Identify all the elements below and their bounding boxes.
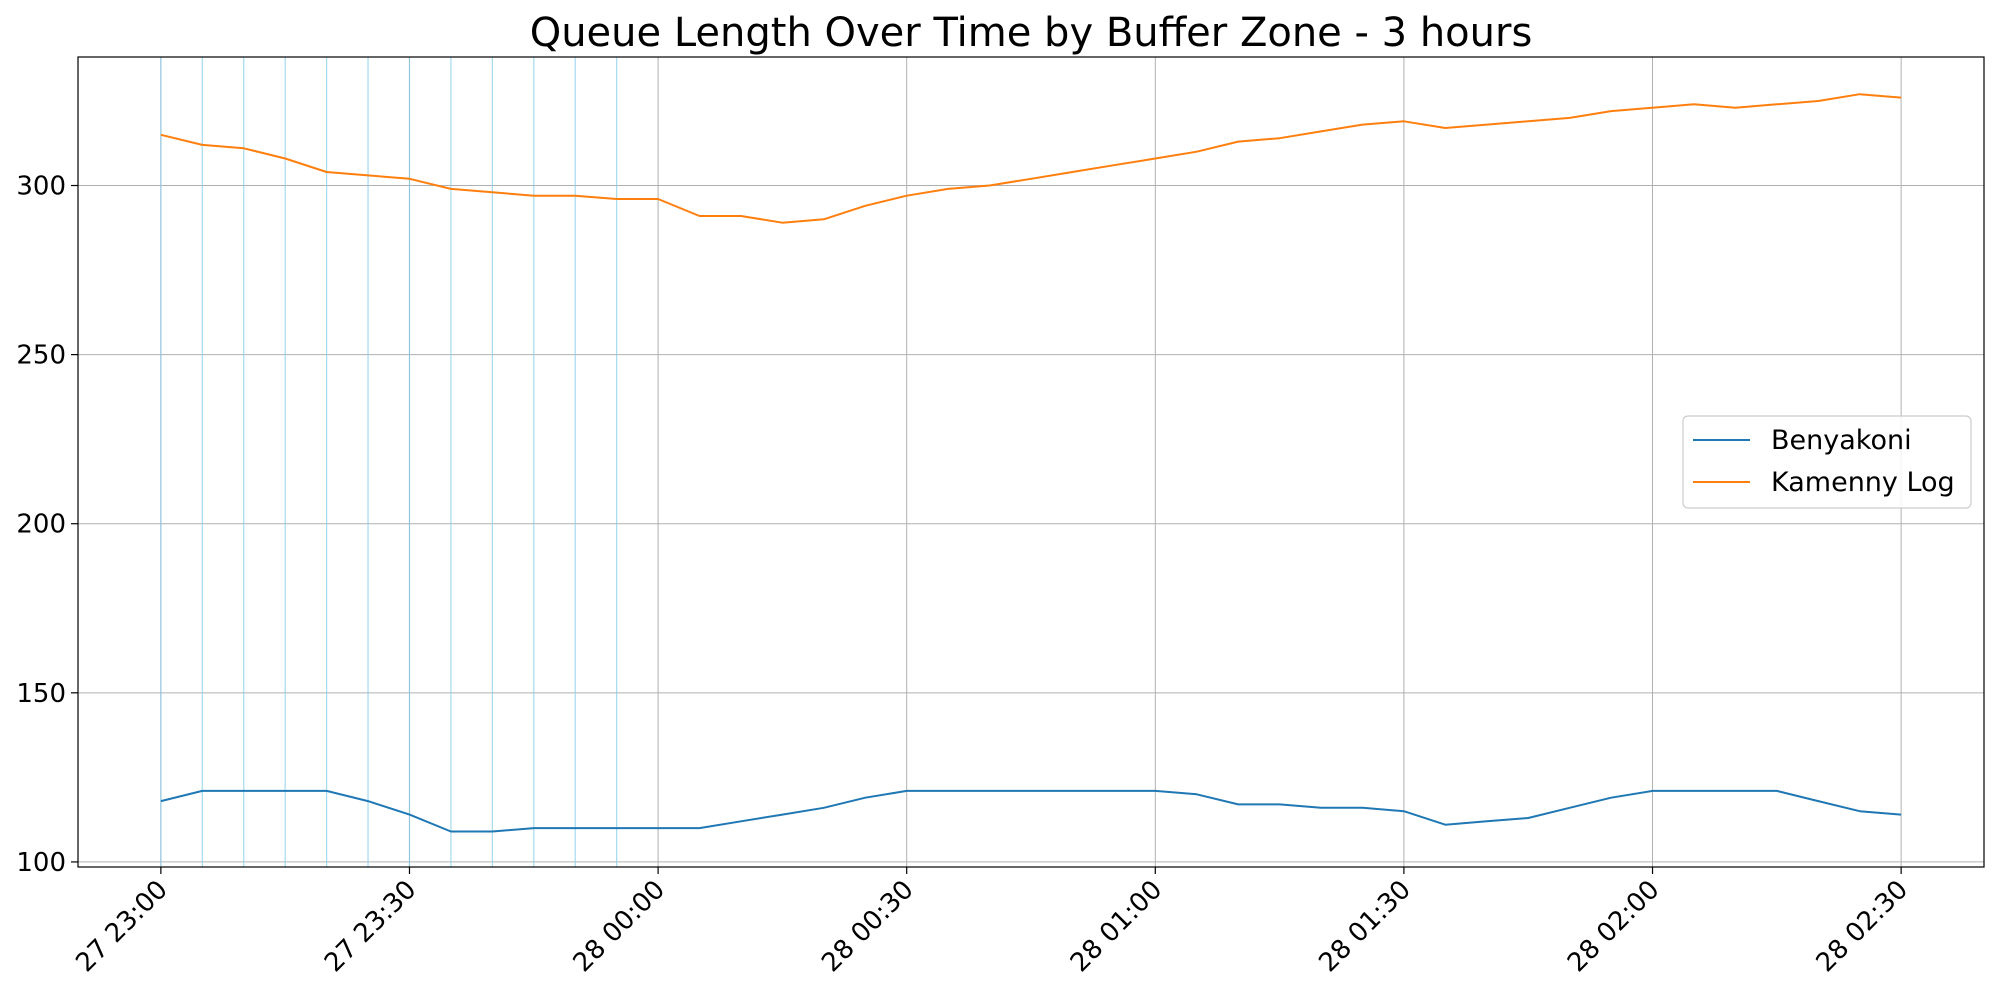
y-tick-label: 200 (16, 510, 66, 540)
y-axis: 100 150 200 250 300 (16, 172, 78, 878)
series-line-1 (160, 789, 1902, 833)
x-tick-label: 28 02:30 (1811, 875, 1914, 978)
legend-label: Kamenny Log (1771, 467, 1955, 498)
y-tick-label: 150 (16, 679, 66, 709)
series-lines (160, 93, 1902, 833)
legend: Benyakoni Kamenny Log (1682, 415, 1972, 509)
x-axis: 27 23:00 27 23:30 28 00:00 28 00:30 28 01:00… (70, 867, 1914, 978)
legend-box (1682, 415, 1972, 509)
y-tick-label: 300 (16, 172, 66, 202)
x-tick-label: 28 02:00 (1562, 875, 1665, 978)
chart-title: Queue Length Over Time by Buffer Zone - … (530, 10, 1533, 56)
plot-frame (77, 56, 1985, 868)
x-tick-label: 28 00:00 (568, 875, 671, 978)
series-line-2 (160, 93, 1902, 224)
x-tick-label: 27 23:30 (319, 875, 422, 978)
x-tick-label: 28 01:00 (1065, 875, 1168, 978)
legend-label: Benyakoni (1771, 425, 1912, 456)
x-tick-label: 28 00:30 (816, 875, 919, 978)
y-tick-label: 100 (16, 848, 66, 878)
y-tick-label: 250 (16, 341, 66, 371)
x-tick-label: 28 01:30 (1313, 875, 1416, 978)
x-tick-label: 27 23:00 (70, 875, 173, 978)
highlight-lines (160, 57, 618, 867)
